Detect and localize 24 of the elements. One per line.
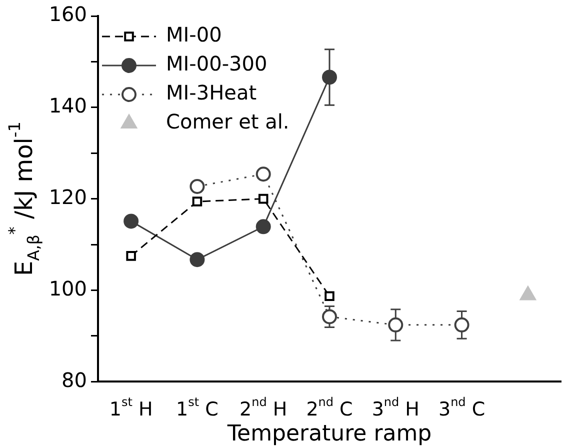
y-axis-title: EA,β* /kJ mol-1 [5,122,44,276]
y-tick-label: 160 [48,2,87,26]
y-tick-label: 120 [48,185,87,210]
point [190,178,205,194]
point [322,70,337,85]
point [258,194,268,204]
point [124,214,139,229]
point [454,317,470,332]
legend-label: MI-00-300 [166,52,268,76]
y-tick-label: 80 [62,368,87,392]
point [256,166,271,182]
legend-label: MI-3Heat [166,80,257,105]
y-tick-label: 100 [48,276,87,300]
point [190,252,205,268]
x-axis-title: Temperature ramp [226,422,432,447]
point [126,251,136,261]
point [388,317,404,332]
point [322,309,337,324]
point [192,196,202,206]
point [256,219,271,234]
y-tick-label: 140 [48,94,87,118]
legend-label: MI-00 [166,22,222,47]
legend-label: Comer et al. [166,110,290,134]
point [324,291,334,302]
